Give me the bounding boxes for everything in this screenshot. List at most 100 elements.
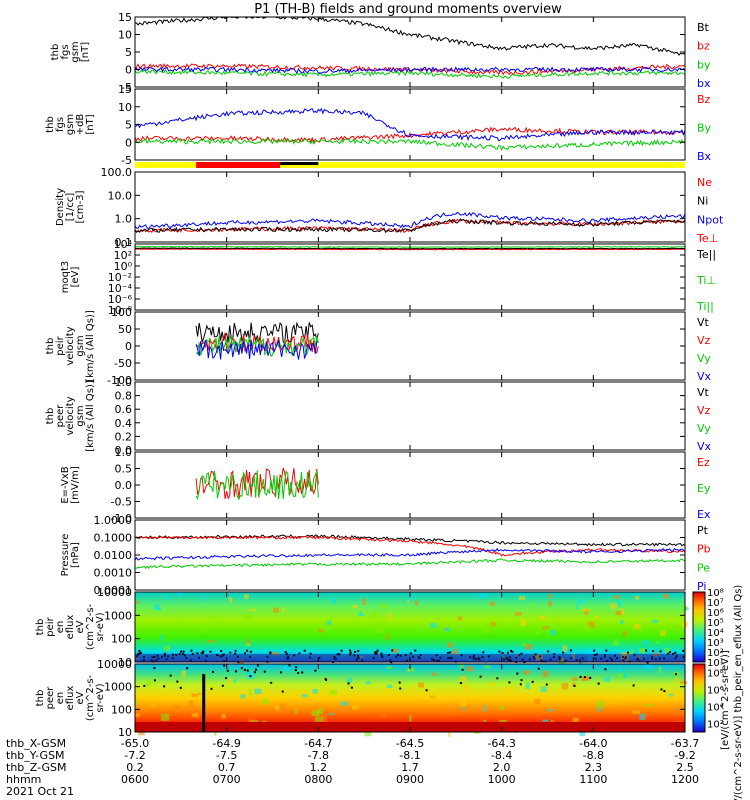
spectrogram-dropout xyxy=(506,651,509,654)
x-tick-label-t: 1000 xyxy=(488,773,516,786)
spectrogram-dropout xyxy=(200,652,203,655)
y-axis-label: thb peir en eflux eV (cm^2-s-sr-eV) xyxy=(35,603,106,650)
spectrogram-cell xyxy=(177,620,181,623)
spectrogram-cell xyxy=(161,713,170,721)
spectrogram-dropout xyxy=(240,667,243,670)
spectrogram-dropout xyxy=(674,673,677,676)
legend-Te⊥: Te⊥ xyxy=(696,232,718,245)
spectrogram-dropout xyxy=(605,649,608,652)
spectrogram-dropout xyxy=(243,652,246,655)
legend-Ti||: Ti|| xyxy=(696,300,714,313)
series-Bt xyxy=(134,16,686,56)
spectrogram-dropout xyxy=(520,652,523,655)
y-axis-label-line: [cm-3] xyxy=(75,190,86,223)
y-tick-label: 1000 xyxy=(104,609,132,622)
spectrogram-cell xyxy=(135,713,140,717)
spectrogram-cell xyxy=(595,615,599,619)
spectrogram-dropout xyxy=(626,651,629,654)
spectrogram-dropout xyxy=(520,679,523,682)
spectrogram-cell xyxy=(515,611,522,616)
spectrogram-cell xyxy=(572,717,579,723)
y-tick-label: 100 xyxy=(111,633,132,646)
spectrogram-dropout xyxy=(153,666,156,669)
spectrogram-cell xyxy=(165,595,168,601)
spectrogram-dropout xyxy=(446,651,449,654)
spectrogram-cell xyxy=(525,682,530,689)
spectrogram-cell xyxy=(452,648,459,656)
spectrogram-dropout xyxy=(269,651,272,654)
spectrogram-dropout xyxy=(249,650,252,653)
spectrogram-dropout xyxy=(303,649,306,652)
spectrogram-cell xyxy=(617,667,621,673)
spectrogram-dropout xyxy=(604,668,607,671)
spectrogram-cell xyxy=(352,705,360,710)
y-axis-label-line: velocity xyxy=(65,396,76,435)
spectrogram-dropout xyxy=(255,668,258,671)
spectrogram-cell xyxy=(240,694,246,699)
spectrogram-cell xyxy=(301,694,308,698)
spectrogram-dropout xyxy=(660,688,663,691)
spectrogram-cell xyxy=(375,626,384,633)
spectrogram-dropout xyxy=(597,682,600,685)
y-tick-label: 0.1000 xyxy=(94,532,133,545)
y-tick-label: 10⁰ xyxy=(114,260,133,273)
y-tick-label: 10 xyxy=(118,29,132,42)
spectrogram-cell xyxy=(315,716,323,723)
spectrogram-dropout xyxy=(301,671,304,674)
x-tick-label-x: -65.0 xyxy=(121,737,149,750)
y-tick-label: 15 xyxy=(118,11,132,24)
spectrogram-dropout xyxy=(182,650,185,653)
y-tick-label: 10000 xyxy=(97,658,132,671)
spectrogram-cell xyxy=(534,698,541,705)
y-axis-label: thb fgs gsm +dB [nT] xyxy=(45,114,96,136)
legend-Ey: Ey xyxy=(697,482,711,495)
spectrogram-dropout xyxy=(347,682,350,685)
series-Vy xyxy=(195,335,319,357)
spectrogram-dropout xyxy=(562,651,565,654)
spectrogram-cell xyxy=(392,648,399,654)
spectrogram-dropout xyxy=(350,686,353,689)
spectrogram-dropout xyxy=(139,651,142,654)
spectrogram-cell xyxy=(662,593,669,599)
spectrogram-dropout xyxy=(668,651,671,654)
spectrogram-cell xyxy=(583,624,591,631)
colorbar-tick: 10⁸ xyxy=(707,588,724,599)
spectrogram-cell xyxy=(233,678,237,683)
spectrogram-cell xyxy=(484,665,490,669)
spectrogram-dropout xyxy=(380,652,383,655)
spectrogram-dropout xyxy=(226,669,229,672)
y-axis-label-line: Density xyxy=(55,188,66,226)
spectrogram-cell xyxy=(188,700,194,708)
spectrogram-cell xyxy=(443,627,451,632)
series-by xyxy=(134,68,686,79)
spectrogram-cell xyxy=(176,592,183,596)
spectrogram-cell xyxy=(165,690,168,698)
y-tick-label: 0.8 xyxy=(115,390,133,403)
spectrogram-cell xyxy=(615,610,622,616)
x-row-label: thb_Z-GSM xyxy=(6,761,66,774)
spectrogram-cell xyxy=(479,593,487,599)
spectrogram-gap xyxy=(202,674,206,732)
y-tick-label: 5 xyxy=(125,46,132,59)
spectrogram-cell xyxy=(664,648,671,653)
spectrogram-cell xyxy=(418,682,424,688)
spectrogram-cell xyxy=(671,692,677,695)
y-axis-label: thb fgs gsm [nT] xyxy=(50,41,91,62)
panel-frame xyxy=(134,381,686,451)
x-tick-label-t: 0900 xyxy=(396,773,424,786)
legend-Vt: Vt xyxy=(697,316,710,329)
y-tick-label: -0.5 xyxy=(111,496,132,509)
spectrogram-cell xyxy=(680,681,688,684)
spectrogram-cell xyxy=(576,603,579,610)
spectrogram-dropout xyxy=(210,687,213,690)
spectrogram-cell xyxy=(380,603,387,609)
spectrogram-cell xyxy=(618,673,624,680)
spectrogram-dropout xyxy=(409,652,412,655)
spectrogram-dropout xyxy=(209,650,212,653)
y-axis-label-line: velocity xyxy=(65,326,76,365)
spectrogram-dropout xyxy=(508,681,511,684)
spectrogram-cell xyxy=(540,686,547,693)
spectrogram-cell xyxy=(490,622,496,627)
y-tick-label: 0.0100 xyxy=(94,549,133,562)
spectrogram-cell xyxy=(597,709,600,713)
